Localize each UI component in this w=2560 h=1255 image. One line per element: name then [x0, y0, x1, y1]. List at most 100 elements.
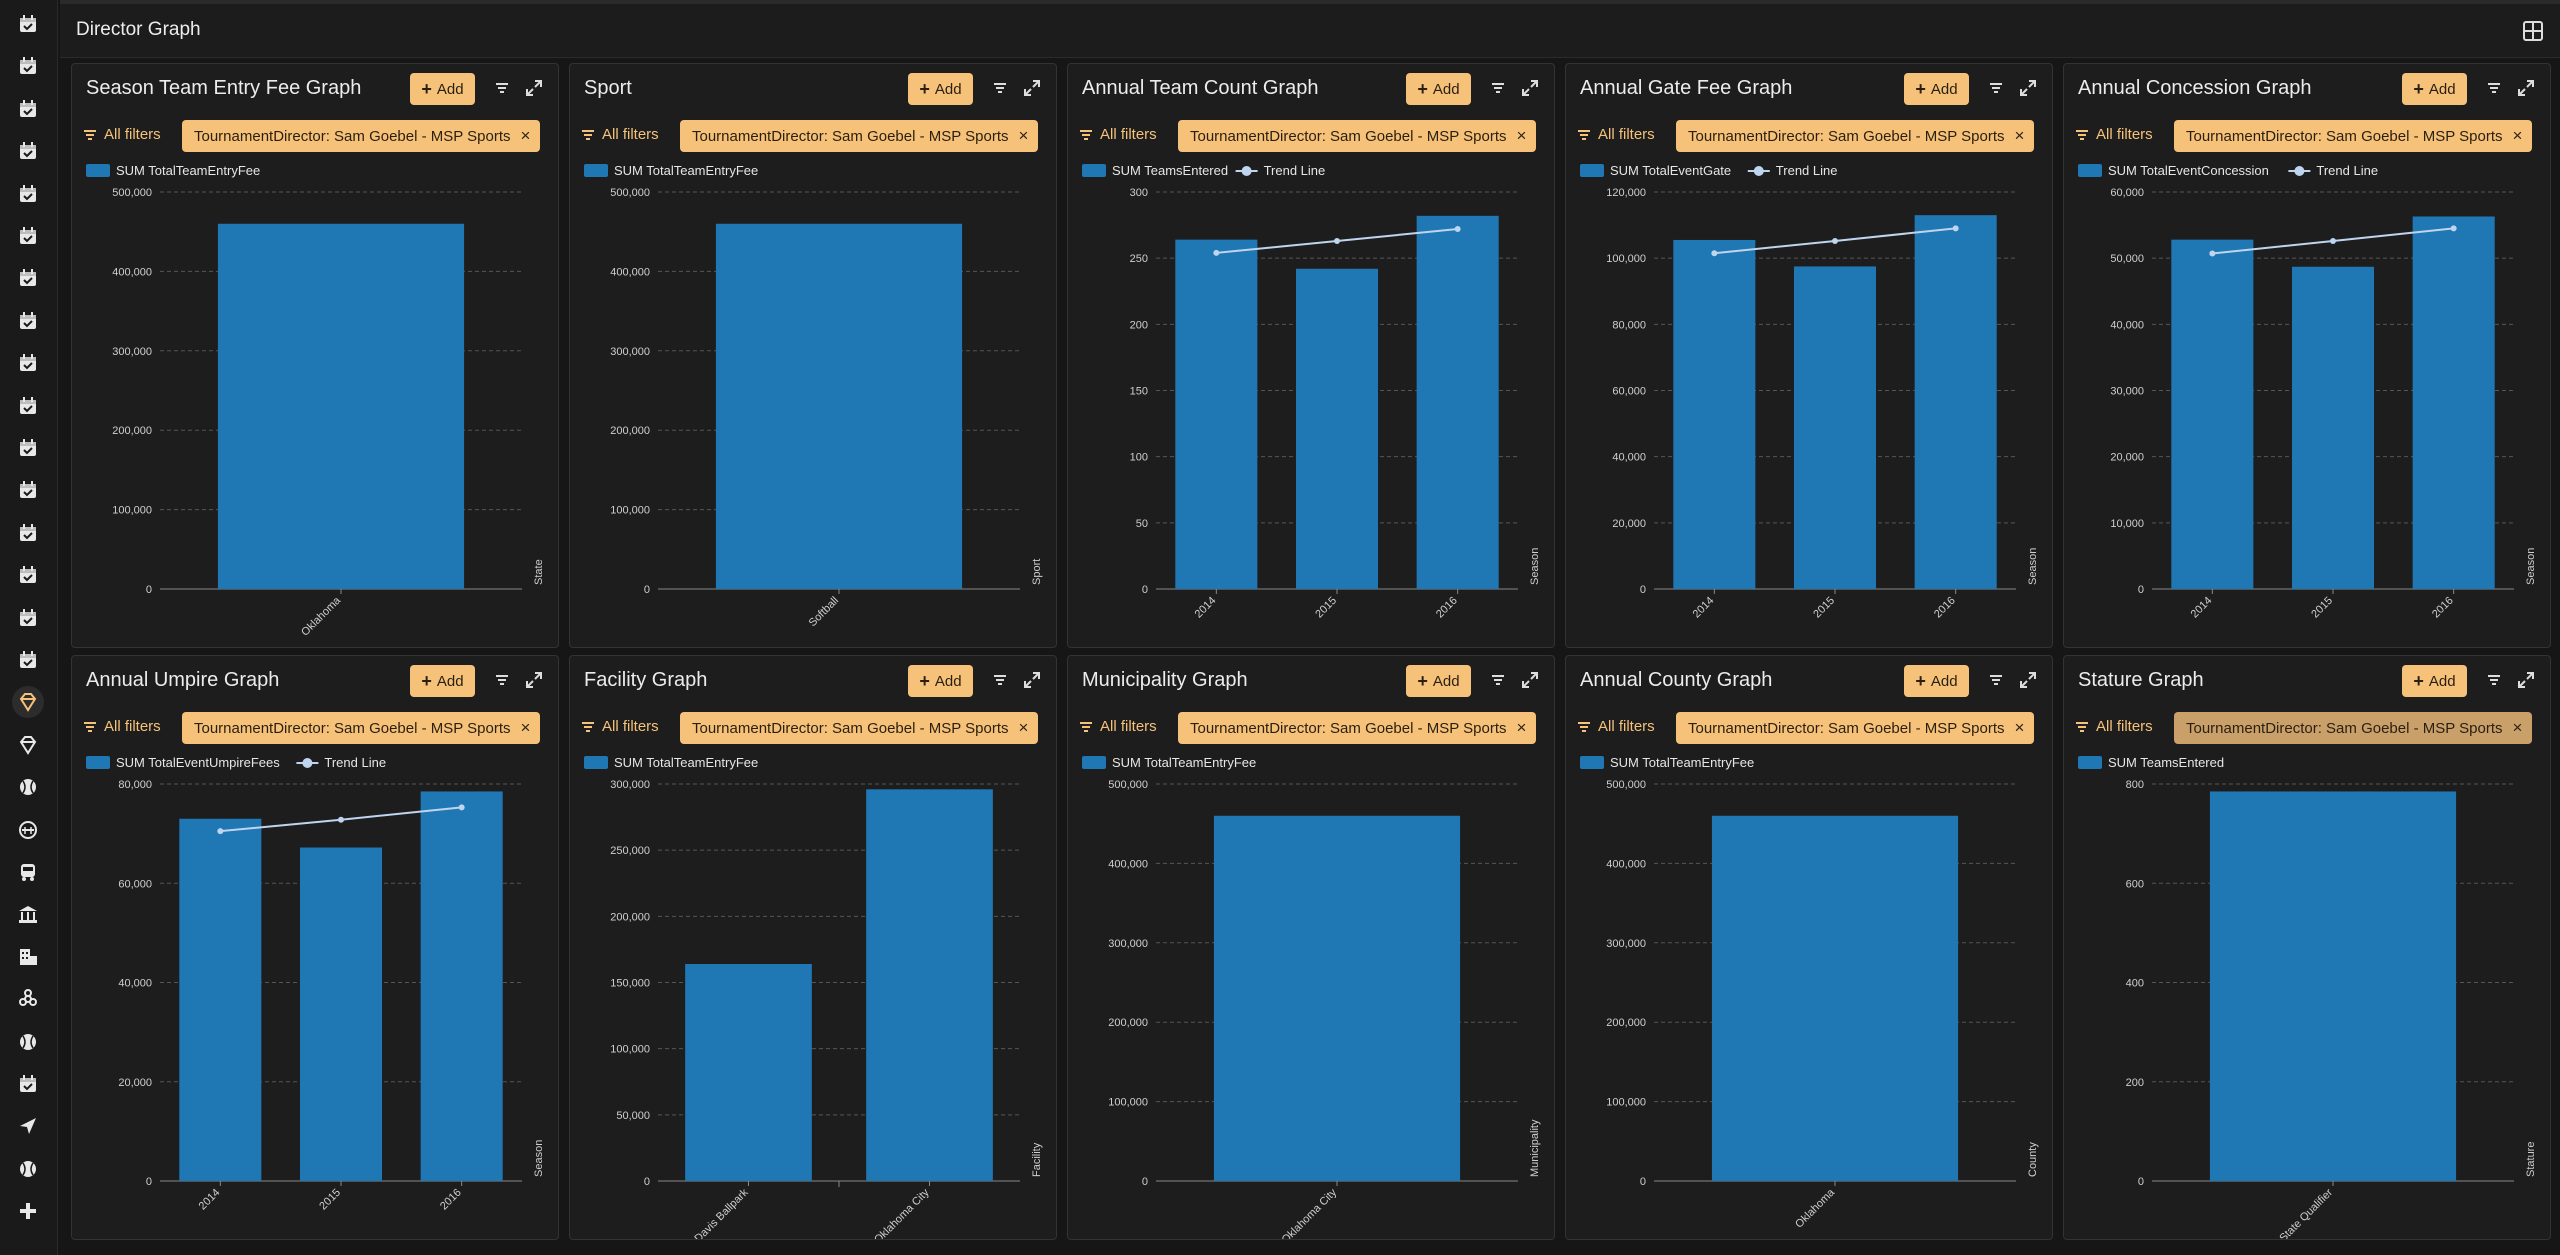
diamond-icon[interactable] — [12, 686, 44, 719]
expand-icon[interactable] — [1022, 78, 1042, 98]
bus-icon[interactable] — [16, 860, 40, 884]
plus-icon[interactable] — [16, 1199, 40, 1223]
close-icon[interactable]: × — [1018, 126, 1029, 145]
filter-chip[interactable]: TournamentDirector: Sam Goebel - MSP Spo… — [182, 120, 541, 152]
close-icon[interactable]: × — [1516, 126, 1527, 145]
all-filters-button[interactable]: All filters — [580, 126, 659, 143]
expand-icon[interactable] — [2516, 78, 2536, 98]
calendar-icon[interactable] — [16, 351, 40, 375]
calendar-icon[interactable] — [16, 521, 40, 545]
calendar-icon[interactable] — [16, 1072, 40, 1096]
close-icon[interactable]: × — [2512, 126, 2523, 145]
close-icon[interactable]: × — [520, 126, 531, 145]
all-filters-button[interactable]: All filters — [82, 718, 161, 735]
expand-icon[interactable] — [524, 78, 544, 98]
bar[interactable] — [1914, 215, 1997, 589]
all-filters-button[interactable]: All filters — [1576, 718, 1655, 735]
close-icon[interactable]: × — [1018, 718, 1029, 737]
calendar-icon[interactable] — [16, 606, 40, 630]
bar[interactable] — [685, 963, 812, 1181]
filter-icon[interactable] — [2484, 78, 2504, 98]
add-button[interactable]: + Add — [2402, 73, 2467, 105]
bar[interactable] — [2412, 216, 2495, 589]
bar[interactable] — [420, 791, 503, 1181]
bar[interactable] — [217, 223, 465, 589]
all-filters-button[interactable]: All filters — [580, 718, 659, 735]
calendar-icon[interactable] — [16, 266, 40, 290]
calendar-icon[interactable] — [16, 182, 40, 206]
close-icon[interactable]: × — [2512, 718, 2523, 737]
calendar-icon[interactable] — [16, 394, 40, 418]
calendar-icon[interactable] — [16, 478, 40, 502]
filter-chip[interactable]: TournamentDirector: Sam Goebel - MSP Spo… — [2174, 120, 2533, 152]
expand-icon[interactable] — [2018, 78, 2038, 98]
close-icon[interactable]: × — [2014, 718, 2025, 737]
calendar-icon[interactable] — [16, 648, 40, 672]
baseball-icon[interactable] — [16, 1030, 40, 1054]
bar[interactable] — [1213, 815, 1461, 1181]
expand-icon[interactable] — [2516, 670, 2536, 690]
bar[interactable] — [2171, 239, 2254, 589]
expand-icon[interactable] — [1520, 670, 1540, 690]
bar[interactable] — [1793, 266, 1877, 589]
add-button[interactable]: + Add — [410, 665, 475, 697]
expand-icon[interactable] — [2018, 670, 2038, 690]
baseball-icon[interactable] — [16, 1157, 40, 1181]
add-button[interactable]: + Add — [410, 73, 475, 105]
layout-grid-icon[interactable] — [2522, 20, 2544, 42]
add-button[interactable]: + Add — [908, 665, 973, 697]
filter-chip[interactable]: TournamentDirector: Sam Goebel - MSP Spo… — [1676, 712, 2035, 744]
all-filters-button[interactable]: All filters — [1078, 718, 1157, 735]
all-filters-button[interactable]: All filters — [2074, 718, 2153, 735]
building-icon[interactable] — [16, 945, 40, 969]
filter-icon[interactable] — [2484, 670, 2504, 690]
close-icon[interactable]: × — [2014, 126, 2025, 145]
calendar-icon[interactable] — [16, 54, 40, 78]
all-filters-button[interactable]: All filters — [82, 126, 161, 143]
filter-icon[interactable] — [492, 670, 512, 690]
bar[interactable] — [1673, 239, 1756, 589]
filter-chip[interactable]: TournamentDirector: Sam Goebel - MSP Spo… — [680, 120, 1039, 152]
add-button[interactable]: + Add — [908, 73, 973, 105]
bar[interactable] — [2209, 791, 2457, 1181]
filter-chip[interactable]: TournamentDirector: Sam Goebel - MSP Spo… — [1676, 120, 2035, 152]
all-filters-button[interactable]: All filters — [1078, 126, 1157, 143]
send-icon[interactable] — [16, 1114, 40, 1138]
bar[interactable] — [1295, 268, 1379, 589]
biohazard-icon[interactable] — [16, 987, 40, 1011]
expand-icon[interactable] — [524, 670, 544, 690]
add-button[interactable]: + Add — [1406, 665, 1471, 697]
filter-icon[interactable] — [1488, 78, 1508, 98]
calendar-icon[interactable] — [16, 12, 40, 36]
close-icon[interactable]: × — [1516, 718, 1527, 737]
bar[interactable] — [1416, 215, 1499, 589]
bar[interactable] — [2291, 266, 2375, 589]
add-button[interactable]: + Add — [1904, 73, 1969, 105]
all-filters-button[interactable]: All filters — [1576, 126, 1655, 143]
diamond-icon[interactable] — [16, 733, 40, 757]
filter-icon[interactable] — [1986, 78, 2006, 98]
add-button[interactable]: + Add — [1406, 73, 1471, 105]
add-button[interactable]: + Add — [2402, 665, 2467, 697]
filter-chip[interactable]: TournamentDirector: Sam Goebel - MSP Spo… — [680, 712, 1039, 744]
filter-chip[interactable]: TournamentDirector: Sam Goebel - MSP Spo… — [2174, 712, 2533, 744]
all-filters-button[interactable]: All filters — [2074, 126, 2153, 143]
expand-icon[interactable] — [1520, 78, 1540, 98]
bar[interactable] — [1175, 239, 1258, 589]
bar[interactable] — [299, 847, 383, 1181]
filter-chip[interactable]: TournamentDirector: Sam Goebel - MSP Spo… — [182, 712, 541, 744]
expand-icon[interactable] — [1022, 670, 1042, 690]
calendar-icon[interactable] — [16, 309, 40, 333]
close-icon[interactable]: × — [520, 718, 531, 737]
mask-icon[interactable] — [16, 818, 40, 842]
bar[interactable] — [866, 789, 993, 1181]
bar[interactable] — [715, 223, 963, 589]
filter-icon[interactable] — [990, 78, 1010, 98]
calendar-icon[interactable] — [16, 436, 40, 460]
filter-chip[interactable]: TournamentDirector: Sam Goebel - MSP Spo… — [1178, 120, 1537, 152]
filter-icon[interactable] — [1986, 670, 2006, 690]
filter-icon[interactable] — [492, 78, 512, 98]
calendar-icon[interactable] — [16, 97, 40, 121]
bar[interactable] — [1711, 815, 1959, 1181]
bank-icon[interactable] — [16, 902, 40, 926]
